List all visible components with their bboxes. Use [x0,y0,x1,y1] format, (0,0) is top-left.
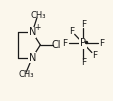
Text: F: F [80,20,85,29]
Text: F: F [68,27,73,36]
Text: N: N [28,27,36,37]
Text: +: + [34,23,41,32]
Text: N: N [28,53,36,63]
Text: F: F [98,39,103,48]
Text: F: F [62,39,67,48]
Text: P: P [80,38,86,48]
Text: CH₃: CH₃ [30,11,45,20]
Text: Cl: Cl [51,40,61,50]
Text: F: F [92,51,97,60]
Text: CH₃: CH₃ [18,70,34,79]
Text: F: F [80,58,85,67]
